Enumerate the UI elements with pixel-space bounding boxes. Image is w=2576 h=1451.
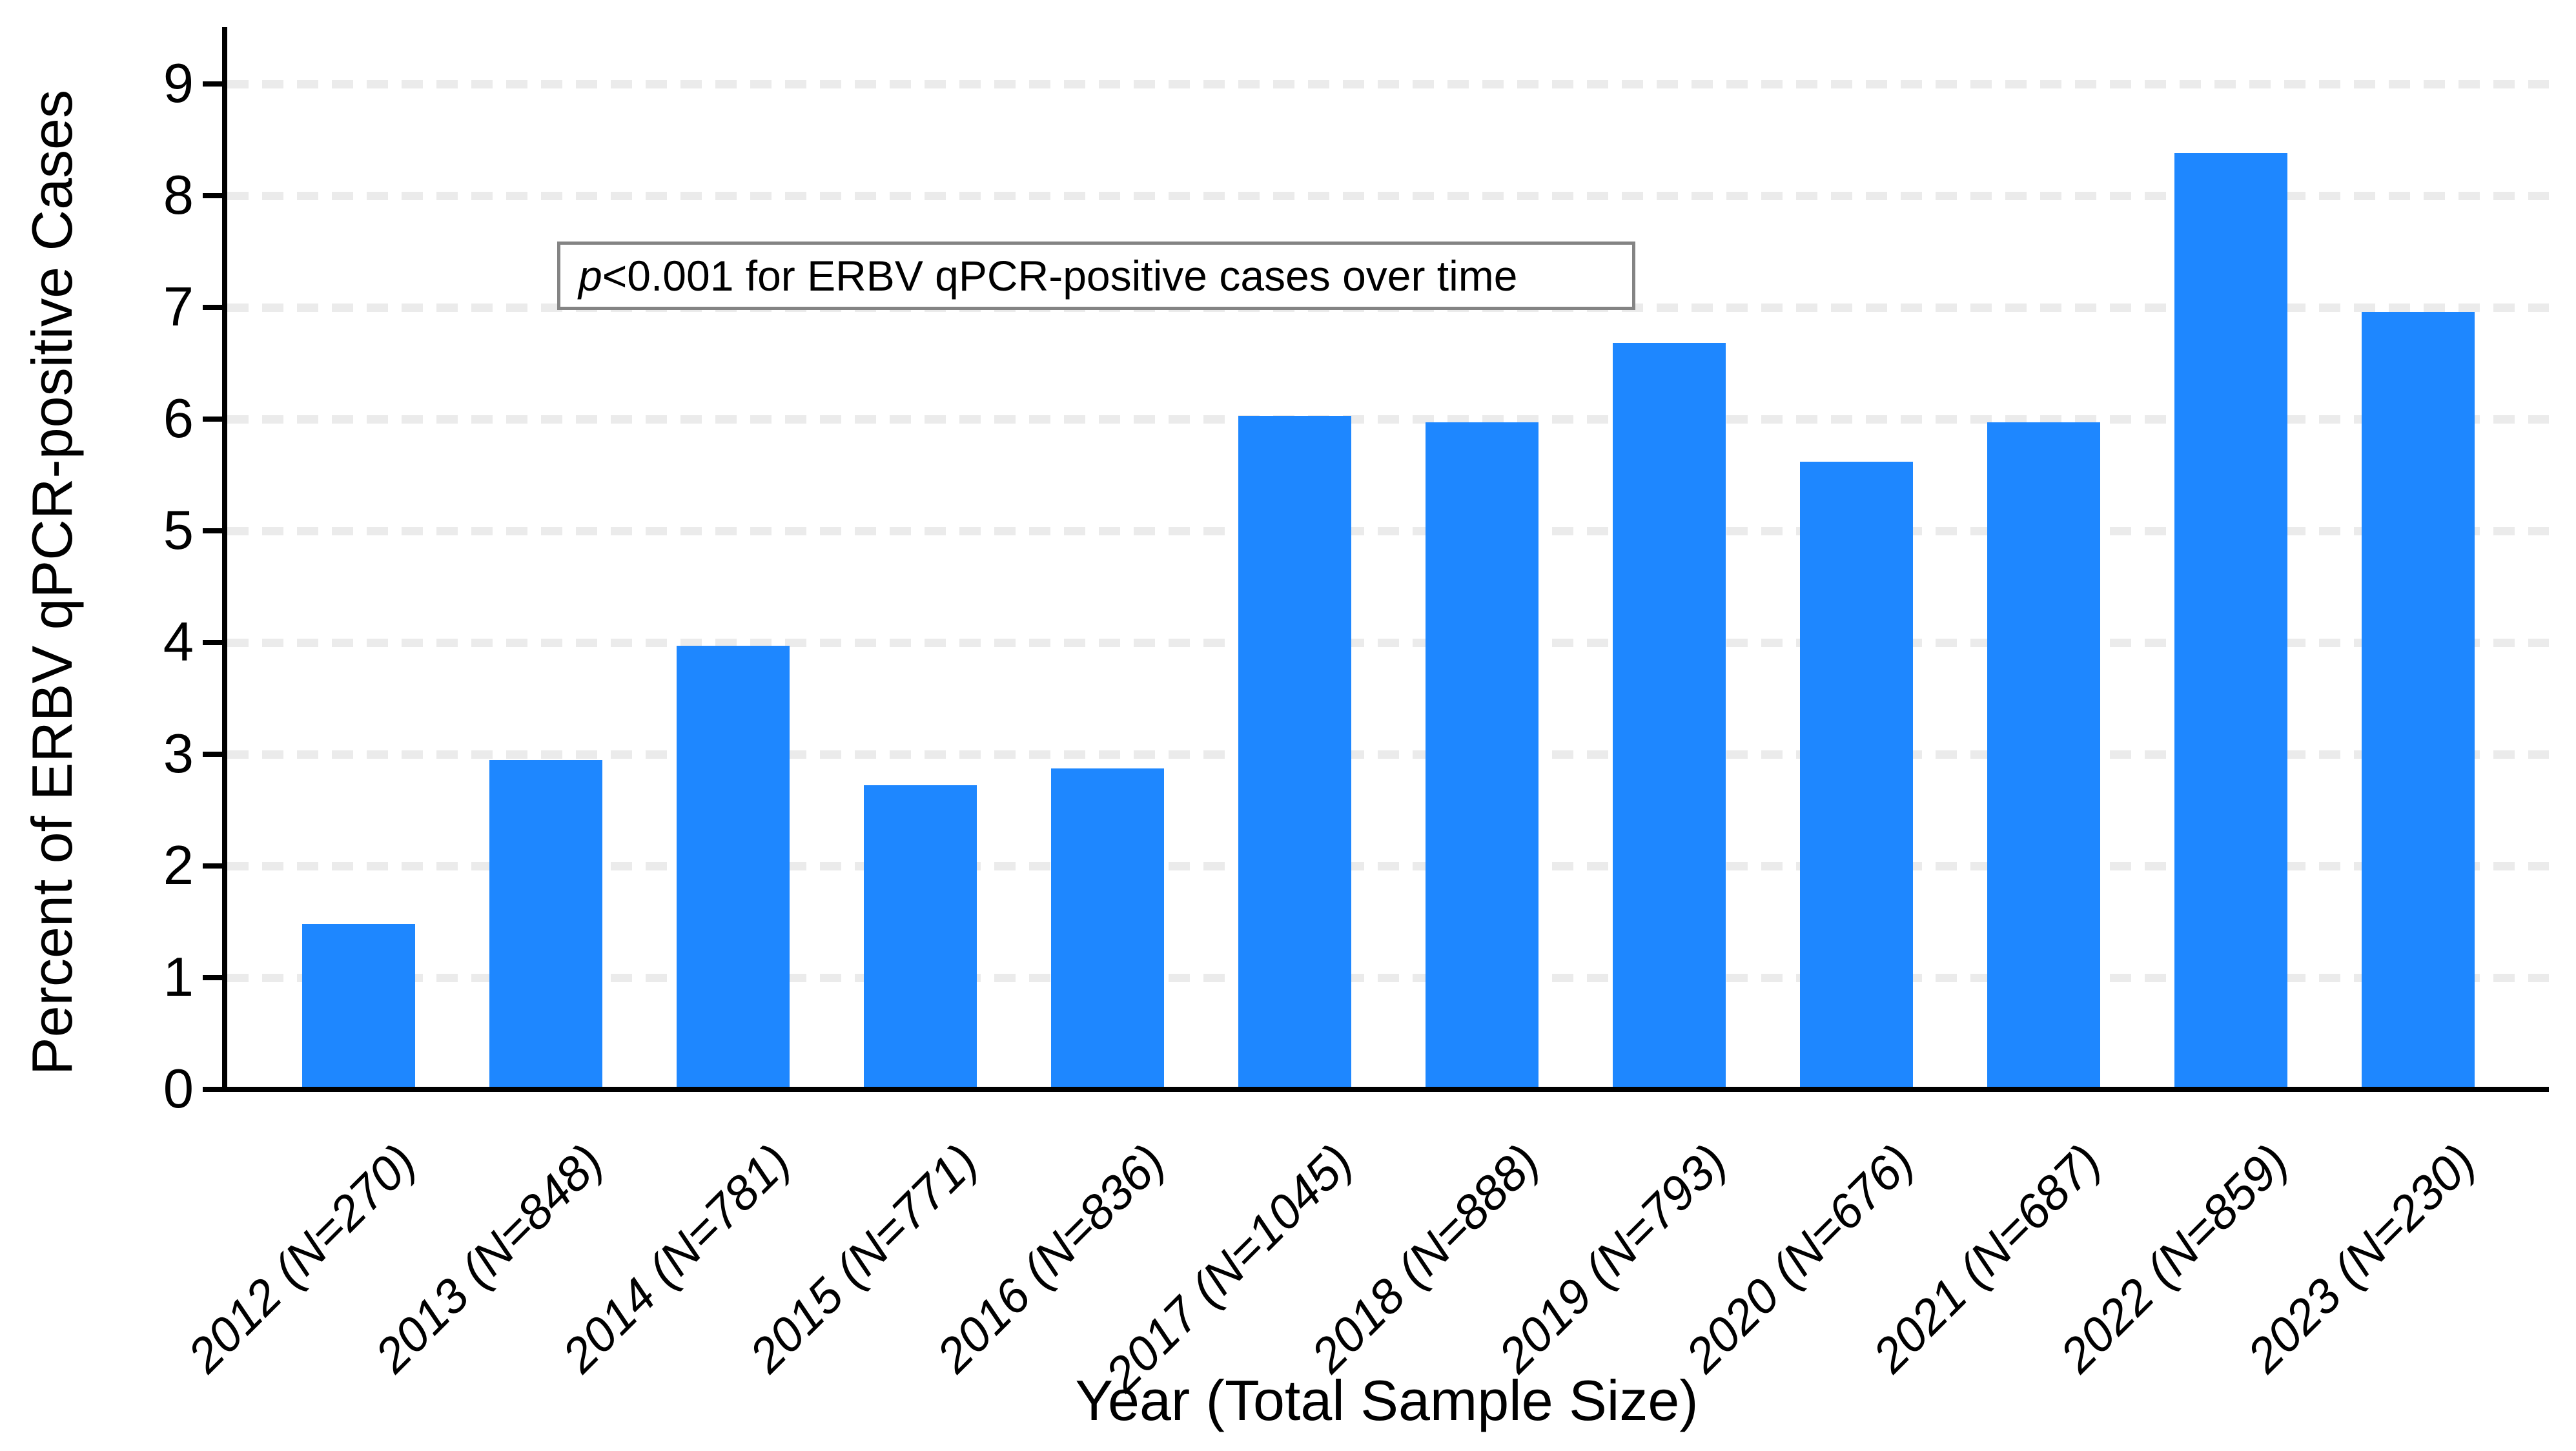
y-tick-label-4: 4 [163,612,194,673]
y-tick-label-8: 8 [163,165,194,226]
gridline-y-8 [227,192,2549,200]
y-tick-label-5: 5 [163,500,194,561]
y-axis-line [222,27,227,1092]
bar-2015 [863,785,977,1089]
annotation-p-symbol: p [578,252,602,300]
y-tick-label-7: 7 [163,276,194,338]
y-tick-label-2: 2 [163,835,194,896]
gridline-y-1 [227,974,2549,982]
annotation-text: <0.001 for ERBV qPCR-positive cases over… [602,252,1518,300]
gridline-y-9 [227,80,2549,88]
y-tick-label-3: 3 [163,723,194,785]
bar-2023 [2361,312,2475,1089]
bar-2012 [302,924,415,1089]
x-axis-title: Year (Total Sample Size) [1075,1368,1699,1432]
gridline-y-6 [227,415,2549,424]
bar-2017 [1238,416,1351,1089]
bar-2022 [2174,153,2287,1089]
y-tick-9 [203,81,225,87]
y-tick-0 [203,1087,225,1092]
y-axis-title: Percent of ERBV qPCR-positive Cases [20,90,84,1075]
bar-2020 [1799,462,1913,1089]
y-tick-4 [203,640,225,645]
y-tick-6 [203,417,225,422]
bar-2013 [489,760,602,1089]
gridline-y-5 [227,527,2549,535]
y-tick-label-0: 0 [163,1058,194,1120]
y-tick-2 [203,863,225,869]
x-axis-line [222,1087,2549,1092]
y-tick-7 [203,305,225,310]
y-tick-5 [203,528,225,533]
annotation-box: p <0.001 for ERBV qPCR-positive cases ov… [557,242,1635,310]
y-tick-3 [203,752,225,757]
gridline-y-4 [227,639,2549,647]
bar-2016 [1050,768,1164,1089]
gridline-y-2 [227,862,2549,870]
bar-2014 [676,646,790,1089]
bar-2019 [1612,343,1726,1089]
bar-2018 [1425,422,1538,1089]
y-tick-label-9: 9 [163,53,194,114]
bar-2021 [1987,422,2100,1089]
y-tick-label-1: 1 [163,947,194,1008]
gridline-y-3 [227,750,2549,759]
y-tick-1 [203,975,225,980]
y-tick-label-6: 6 [163,388,194,449]
y-tick-8 [203,193,225,198]
